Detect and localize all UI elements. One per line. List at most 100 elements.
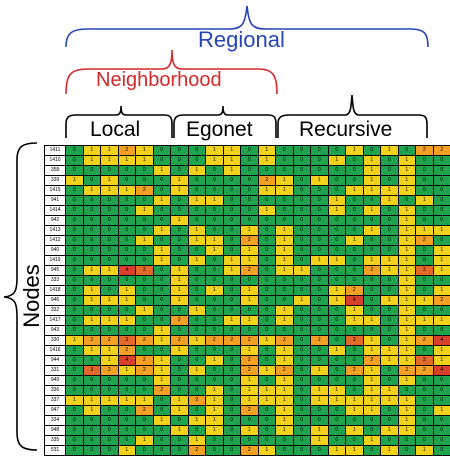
matrix-cell: 1 bbox=[136, 206, 154, 216]
matrix-cell: 0 bbox=[206, 226, 224, 236]
matrix-cell: 1 bbox=[433, 256, 450, 266]
matrix-cell: 0 bbox=[188, 356, 206, 366]
matrix-cell: 0 bbox=[83, 166, 101, 176]
matrix-cell: 0 bbox=[381, 406, 399, 416]
egonet-label: Egonet bbox=[186, 118, 253, 141]
matrix-cell: 0 bbox=[258, 326, 276, 336]
matrix-cell: 0 bbox=[136, 446, 154, 456]
matrix-cell: 0 bbox=[293, 436, 311, 446]
matrix-cell: 1 bbox=[171, 186, 189, 196]
matrix-cell: 0 bbox=[66, 186, 84, 196]
matrix-cell: 0 bbox=[311, 186, 329, 196]
matrix-cell: 1 bbox=[258, 336, 276, 346]
matrix-cell: 1 bbox=[363, 176, 381, 186]
matrix-cell: 0 bbox=[293, 336, 311, 346]
matrix-cell: 0 bbox=[258, 296, 276, 306]
matrix-cell: 1 bbox=[136, 156, 154, 166]
matrix-cell: 0 bbox=[206, 166, 224, 176]
matrix-cell: 1 bbox=[398, 256, 416, 266]
matrix-cell: 2 bbox=[241, 356, 259, 366]
matrix-cell: 0 bbox=[136, 326, 154, 336]
regional-bracket bbox=[65, 5, 429, 48]
matrix-cell: 1 bbox=[416, 226, 434, 236]
matrix-cell: 1 bbox=[223, 146, 241, 156]
matrix-cell: 0 bbox=[66, 196, 84, 206]
matrix-cell: 1 bbox=[223, 166, 241, 176]
matrix-cell: 0 bbox=[381, 306, 399, 316]
matrix-cell: 0 bbox=[171, 236, 189, 246]
matrix-cell: 1 bbox=[136, 436, 154, 446]
matrix-cell: 1 bbox=[346, 146, 364, 156]
matrix-cell: 0 bbox=[66, 386, 84, 396]
node-id-cell: 333 bbox=[45, 276, 66, 286]
matrix-cell: 0 bbox=[153, 406, 171, 416]
matrix-cell: 0 bbox=[136, 176, 154, 186]
matrix-cell: 1 bbox=[311, 396, 329, 406]
matrix-cell: 0 bbox=[416, 166, 434, 176]
matrix-cell: 0 bbox=[328, 306, 346, 316]
node-id-cell: 339 bbox=[45, 176, 66, 186]
matrix-cell: 1 bbox=[363, 366, 381, 376]
matrix-cell: 0 bbox=[206, 366, 224, 376]
matrix-cell: 0 bbox=[241, 156, 259, 166]
matrix-cell: 1 bbox=[276, 306, 294, 316]
matrix-cell: 0 bbox=[223, 276, 241, 286]
nodes-label: Nodes bbox=[19, 264, 44, 328]
matrix-cell: 0 bbox=[363, 306, 381, 316]
matrix-cell: 0 bbox=[416, 276, 434, 286]
matrix-cell: 0 bbox=[136, 166, 154, 176]
matrix-cell: 0 bbox=[66, 446, 84, 456]
matrix-cell: 0 bbox=[346, 266, 364, 276]
matrix-cell: 0 bbox=[153, 446, 171, 456]
matrix-cell: 0 bbox=[258, 236, 276, 246]
matrix-cell: 2 bbox=[188, 446, 206, 456]
matrix-cell: 0 bbox=[258, 406, 276, 416]
matrix-cell: 0 bbox=[416, 436, 434, 446]
matrix-cell: 0 bbox=[101, 376, 119, 386]
matrix-cell: 0 bbox=[311, 356, 329, 366]
matrix-cell: 0 bbox=[258, 316, 276, 326]
matrix-cell: 0 bbox=[381, 216, 399, 226]
matrix-cell: 1 bbox=[188, 256, 206, 266]
matrix-cell: 1 bbox=[363, 256, 381, 266]
matrix-cell: 0 bbox=[188, 206, 206, 216]
matrix-cell: 0 bbox=[328, 176, 346, 186]
matrix-cell: 0 bbox=[311, 286, 329, 296]
matrix-cell: 1 bbox=[398, 296, 416, 306]
matrix-cell: 0 bbox=[83, 446, 101, 456]
feature-matrix: 1411 0 1 1 2 1 0 0 0 1 1 0 1 0 0 0 0 1 0 1 0 2 2 1410 0 1 1 1 1 0 0 0 1 1… bbox=[44, 145, 450, 456]
matrix-cell: 0 bbox=[293, 346, 311, 356]
matrix-cell: 1 bbox=[171, 396, 189, 406]
matrix-cell: 0 bbox=[223, 386, 241, 396]
matrix-cell: 0 bbox=[433, 236, 450, 246]
local-label: Local bbox=[90, 118, 141, 141]
matrix-cell: 0 bbox=[381, 326, 399, 336]
matrix-cell: 0 bbox=[258, 266, 276, 276]
matrix-cell: 0 bbox=[381, 156, 399, 166]
matrix-cell: 0 bbox=[293, 366, 311, 376]
matrix-cell: 0 bbox=[293, 286, 311, 296]
matrix-cell: 1 bbox=[153, 376, 171, 386]
matrix-cell: 0 bbox=[66, 416, 84, 426]
matrix-cell: 0 bbox=[136, 346, 154, 356]
node-id-cell: 1417 bbox=[45, 316, 66, 326]
matrix-cell: 1 bbox=[153, 416, 171, 426]
matrix-cell: 1 bbox=[346, 306, 364, 316]
matrix-cell: 3 bbox=[416, 266, 434, 276]
matrix-cell: 0 bbox=[311, 146, 329, 156]
matrix-cell: 0 bbox=[66, 236, 84, 246]
matrix-cell: 1 bbox=[398, 246, 416, 256]
matrix-cell: 0 bbox=[223, 176, 241, 186]
matrix-cell: 0 bbox=[346, 226, 364, 236]
matrix-cell: 2 bbox=[241, 236, 259, 246]
matrix-cell: 0 bbox=[276, 196, 294, 206]
matrix-cell: 0 bbox=[136, 216, 154, 226]
matrix-cell: 0 bbox=[153, 436, 171, 446]
matrix-cell: 0 bbox=[276, 146, 294, 156]
matrix-cell: 1 bbox=[328, 296, 346, 306]
matrix-cell: 1 bbox=[101, 176, 119, 186]
matrix-cell: 1 bbox=[258, 386, 276, 396]
matrix-cell: 0 bbox=[381, 336, 399, 346]
matrix-cell: 0 bbox=[328, 146, 346, 156]
matrix-cell: 0 bbox=[153, 396, 171, 406]
